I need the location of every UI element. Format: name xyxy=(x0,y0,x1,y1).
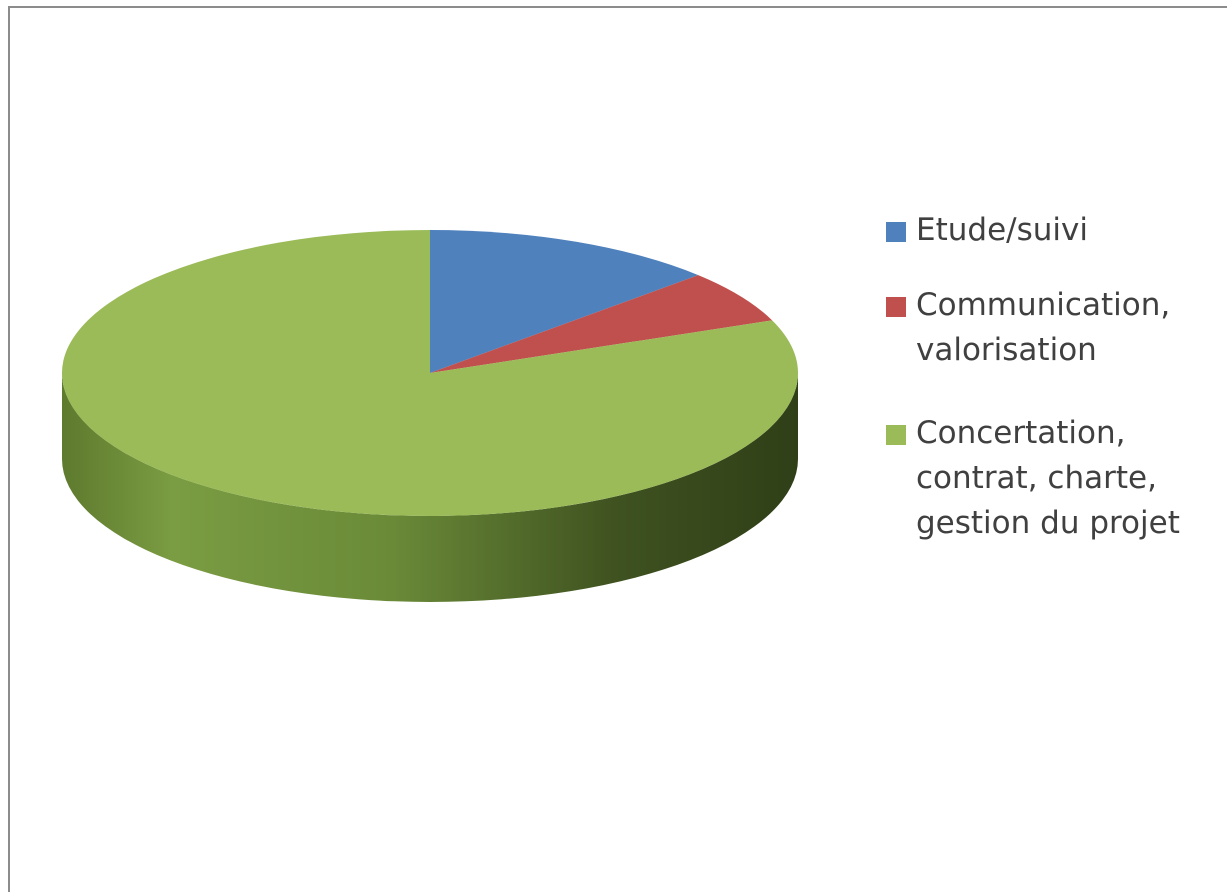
pie-slices xyxy=(62,230,798,516)
pie-slice-etude xyxy=(430,230,699,373)
legend-label-etude: Etude/suivi xyxy=(916,212,1088,248)
legend-item-concertation: Concertation, contrat, charte, gestion d… xyxy=(880,411,1220,546)
pie-chart xyxy=(62,230,798,602)
legend-label-communication: Communication, valorisation xyxy=(916,287,1171,368)
pie-slice-communication xyxy=(430,275,773,373)
legend-label-concertation: Concertation, contrat, charte, gestion d… xyxy=(916,415,1180,541)
legend-swatch-etude xyxy=(886,222,906,242)
pie-side-wall-shape xyxy=(62,373,798,602)
legend-item-etude: Etude/suivi xyxy=(880,208,1220,253)
legend-item-communication: Communication, valorisation xyxy=(880,283,1220,373)
chart-area: Etude/suivi Communication, valorisation … xyxy=(8,6,1227,892)
legend-swatch-concertation xyxy=(886,425,906,445)
legend: Etude/suivi Communication, valorisation … xyxy=(880,208,1220,546)
pie-slice-concertation xyxy=(62,230,798,516)
legend-swatch-communication xyxy=(886,297,906,317)
pie-side-wall xyxy=(62,373,798,602)
